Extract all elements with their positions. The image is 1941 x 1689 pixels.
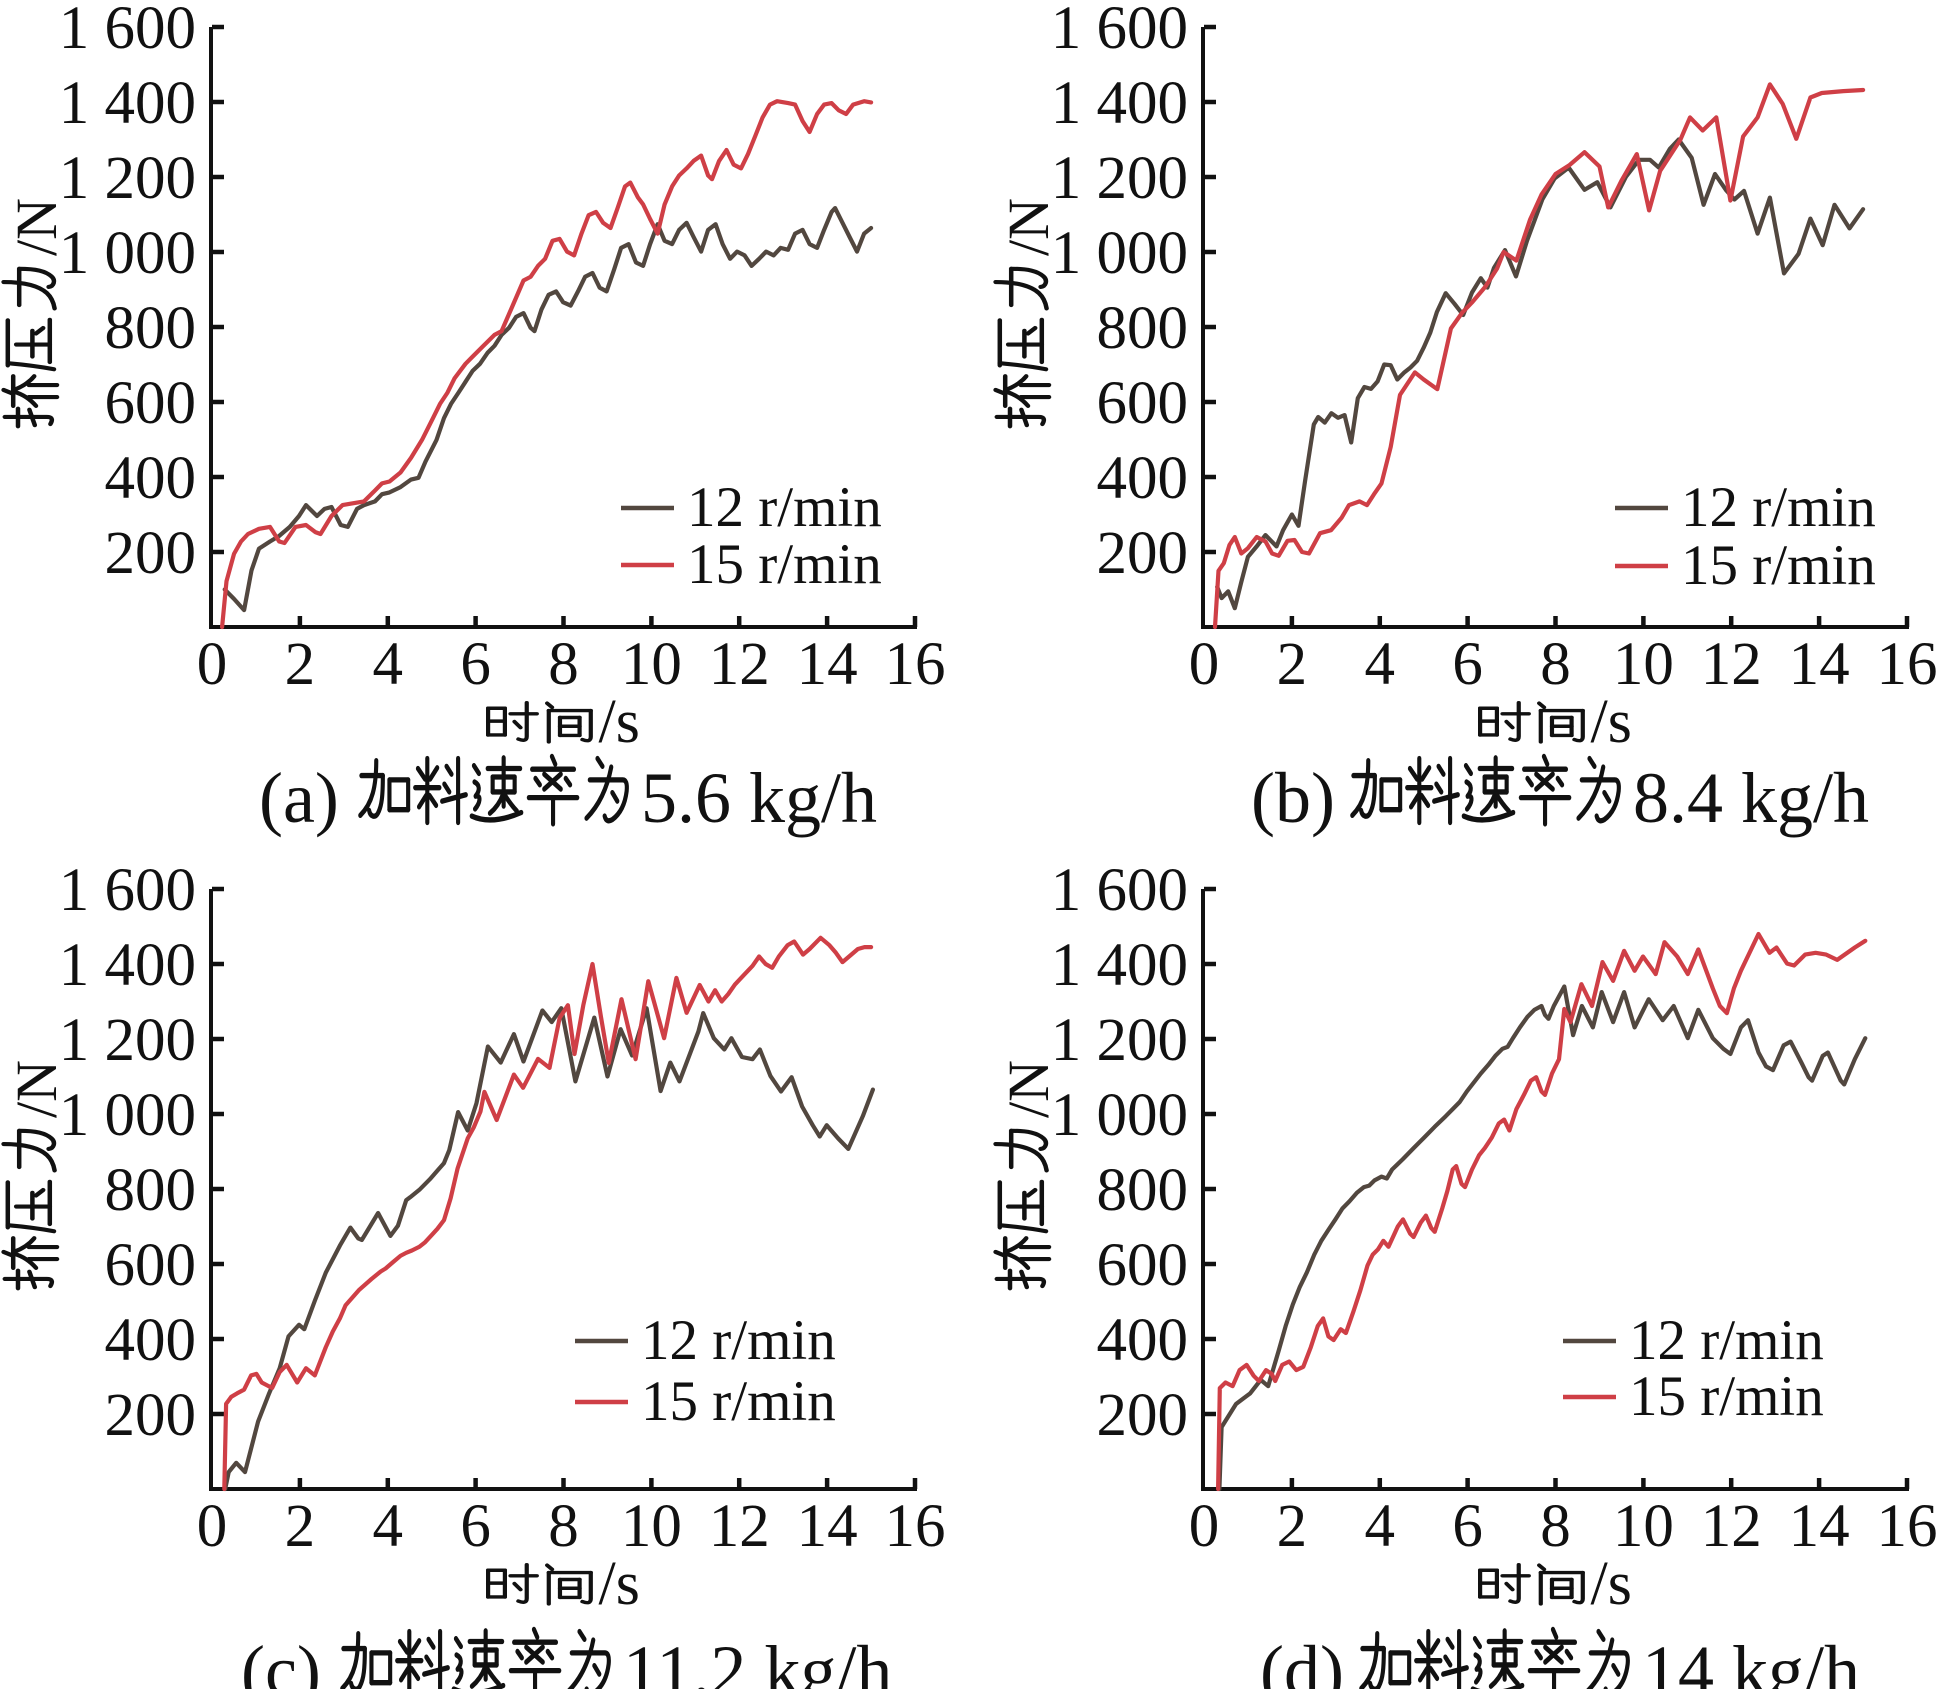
svg-text:12: 12 [1701,631,1762,698]
svg-text:1 000: 1 000 [59,1082,196,1149]
svg-text:600: 600 [1097,370,1189,437]
svg-text:1 000: 1 000 [1051,220,1188,287]
svg-text:14: 14 [797,1493,858,1560]
svg-text:0: 0 [197,631,228,698]
svg-text:2: 2 [285,1493,316,1560]
svg-text:4: 4 [1365,631,1396,698]
svg-text:14 kg/h: 14 kg/h [1642,1631,1860,1689]
svg-text:12 r/min: 12 r/min [1629,1309,1824,1372]
svg-text:12: 12 [709,1493,770,1560]
svg-text:16: 16 [885,1493,946,1560]
svg-text:1 600: 1 600 [1051,0,1188,62]
svg-text:/s: /s [1591,1550,1632,1618]
svg-text:0: 0 [197,1493,228,1560]
svg-text:1 600: 1 600 [59,0,196,62]
svg-text:15 r/min: 15 r/min [687,533,882,596]
svg-text:10: 10 [621,1493,682,1560]
svg-text:200: 200 [105,1382,197,1449]
svg-text:8.4 kg/h: 8.4 kg/h [1633,758,1869,838]
svg-text:8: 8 [1540,1493,1571,1560]
svg-text:12: 12 [709,631,770,698]
svg-text:2: 2 [1277,1493,1308,1560]
svg-text:15 r/min: 15 r/min [641,1370,836,1433]
svg-text:(a): (a) [259,758,339,838]
svg-text:/s: /s [599,1550,640,1618]
svg-text:200: 200 [1097,520,1189,587]
svg-text:14: 14 [797,631,858,698]
svg-text:1 600: 1 600 [59,857,196,924]
svg-text:6: 6 [460,1493,491,1560]
svg-text:8: 8 [548,1493,579,1560]
svg-text:(b): (b) [1251,758,1335,838]
svg-text:0: 0 [1189,631,1220,698]
svg-text:400: 400 [105,445,197,512]
svg-text:800: 800 [1097,295,1189,362]
svg-text:15 r/min: 15 r/min [1629,1365,1824,1428]
svg-text:/N: /N [996,1060,1061,1118]
svg-text:2: 2 [1277,631,1308,698]
svg-text:8: 8 [548,631,579,698]
svg-text:1 600: 1 600 [1051,857,1188,924]
svg-text:600: 600 [105,370,197,437]
svg-text:10: 10 [621,631,682,698]
svg-text:10: 10 [1613,631,1674,698]
svg-text:4: 4 [1365,1493,1396,1560]
svg-text:1 000: 1 000 [1051,1082,1188,1149]
svg-text:15 r/min: 15 r/min [1681,534,1876,597]
svg-text:1 200: 1 200 [59,145,196,212]
svg-text:800: 800 [105,295,197,362]
svg-text:800: 800 [1097,1157,1189,1224]
svg-text:1 200: 1 200 [1051,1007,1188,1074]
svg-text:4: 4 [373,1493,404,1560]
svg-text:1 200: 1 200 [1051,145,1188,212]
svg-text:/N: /N [4,1060,69,1118]
svg-text:2: 2 [285,631,316,698]
svg-text:/s: /s [1591,688,1632,756]
svg-text:12 r/min: 12 r/min [1681,476,1876,539]
svg-text:/s: /s [599,688,640,756]
svg-text:16: 16 [885,631,946,698]
svg-text:1 400: 1 400 [1051,932,1188,999]
svg-text:/N: /N [996,198,1061,256]
svg-text:12 r/min: 12 r/min [641,1309,836,1372]
svg-text:14: 14 [1789,631,1850,698]
svg-text:6: 6 [1452,631,1483,698]
svg-text:1 400: 1 400 [1051,70,1188,137]
svg-text:8: 8 [1540,631,1571,698]
svg-text:/N: /N [4,198,69,256]
svg-text:0: 0 [1189,1493,1220,1560]
svg-text:400: 400 [1097,1307,1189,1374]
svg-text:5.6 kg/h: 5.6 kg/h [641,758,877,838]
svg-text:800: 800 [105,1157,197,1224]
svg-text:1 400: 1 400 [59,70,196,137]
svg-text:(d): (d) [1260,1631,1344,1689]
svg-text:600: 600 [105,1232,197,1299]
svg-text:12: 12 [1701,1493,1762,1560]
svg-text:4: 4 [373,631,404,698]
svg-text:1 400: 1 400 [59,932,196,999]
svg-text:6: 6 [1452,1493,1483,1560]
svg-text:11.2 kg/h: 11.2 kg/h [623,1631,892,1689]
svg-text:10: 10 [1613,1493,1674,1560]
svg-text:200: 200 [105,520,197,587]
svg-text:400: 400 [1097,445,1189,512]
svg-text:16: 16 [1877,1493,1938,1560]
svg-text:600: 600 [1097,1232,1189,1299]
svg-text:1 000: 1 000 [59,220,196,287]
svg-text:200: 200 [1097,1382,1189,1449]
svg-text:12 r/min: 12 r/min [687,476,882,539]
svg-text:14: 14 [1789,1493,1850,1560]
svg-text:(c): (c) [241,1631,321,1689]
svg-text:400: 400 [105,1307,197,1374]
svg-text:1 200: 1 200 [59,1007,196,1074]
svg-text:16: 16 [1877,631,1938,698]
svg-text:6: 6 [460,631,491,698]
